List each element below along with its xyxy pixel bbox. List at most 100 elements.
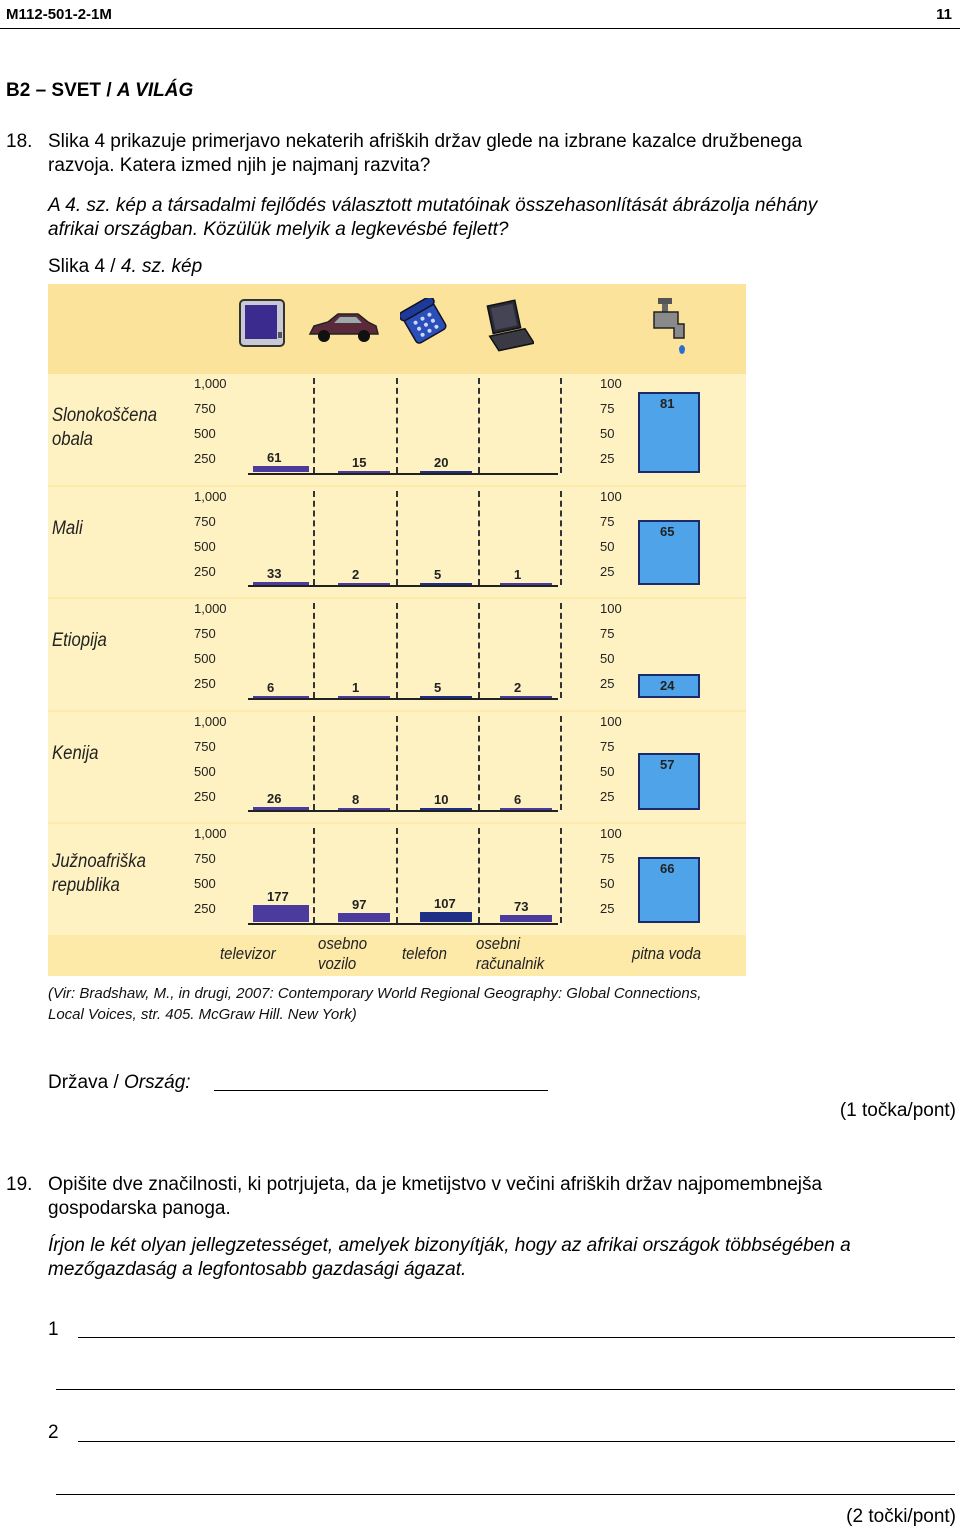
left-axis-tick: 1,000 xyxy=(194,601,227,616)
q18-sl-line2: razvoja. Katera izmed njih je najmanj ra… xyxy=(48,155,431,176)
bar-water xyxy=(638,391,700,473)
column-separator xyxy=(560,715,562,810)
bar-value-label: 177 xyxy=(267,888,289,904)
left-axis-tick: 750 xyxy=(194,401,216,416)
answer-field-2b[interactable] xyxy=(56,1494,955,1495)
bar-3 xyxy=(500,583,552,585)
left-axis-tick: 1,000 xyxy=(194,376,227,391)
bar-value-label: 107 xyxy=(434,895,456,911)
bar-value-label-water: 66 xyxy=(660,860,675,876)
bar-0 xyxy=(253,904,309,923)
bar-water xyxy=(638,673,700,698)
q19-sl-line1: Opišite dve značilnosti, ki potrjujeta, … xyxy=(48,1174,823,1195)
q19-hu-line1: Írjon le két olyan jellegzetességet, ame… xyxy=(48,1235,851,1256)
column-separator xyxy=(313,828,315,923)
column-separator xyxy=(396,378,398,473)
column-separator xyxy=(396,715,398,810)
baseline xyxy=(248,472,558,475)
right-axis-tick: 100 xyxy=(600,826,622,841)
right-axis-tick: 50 xyxy=(600,763,615,779)
left-axis-tick: 250 xyxy=(194,901,216,916)
answer-field-1b[interactable] xyxy=(56,1389,955,1390)
figure-caption-sl: Slika 4 / xyxy=(48,256,116,277)
q19-sl-line2: gospodarska panoga. xyxy=(48,1198,231,1219)
answer-field-1a[interactable] xyxy=(78,1337,955,1338)
bar-value-label: 2 xyxy=(514,679,522,695)
bar-2 xyxy=(420,911,472,923)
figure-caption: Slika 4 / 4. sz. kép xyxy=(48,255,202,279)
column-separator xyxy=(560,828,562,923)
bar-value-label: 61 xyxy=(267,450,282,466)
column-separator xyxy=(313,490,315,585)
right-axis-tick: 50 xyxy=(600,876,615,891)
bar-value-label: 73 xyxy=(514,899,529,915)
figure-source-line1: (Vir: Bradshaw, M., in drugi, 2007: Cont… xyxy=(48,985,702,1002)
bar-value-label: 97 xyxy=(352,896,367,912)
column-separator xyxy=(478,828,480,923)
right-axis-tick: 25 xyxy=(600,451,615,466)
bar-1 xyxy=(338,912,390,923)
bar-1 xyxy=(338,695,390,698)
car-icon xyxy=(308,313,379,342)
answer-field-2a[interactable] xyxy=(78,1441,955,1442)
bar-value-label: 5 xyxy=(434,567,442,582)
column-separator xyxy=(478,603,480,698)
q18-hu-line1: A 4. sz. kép a társadalmi fejlődés válas… xyxy=(48,195,818,216)
right-axis-tick: 25 xyxy=(600,788,615,804)
right-axis-tick: 100 xyxy=(600,601,622,616)
bar-value-label: 6 xyxy=(514,792,522,807)
column-separator xyxy=(396,603,398,698)
category-label-phone: telefon xyxy=(402,944,447,963)
bar-value-label: 1 xyxy=(352,679,360,695)
column-separator xyxy=(313,378,315,473)
bar-water xyxy=(638,856,700,923)
bar-value-label: 10 xyxy=(434,792,449,807)
column-separator xyxy=(313,715,315,810)
answer-field-country[interactable] xyxy=(214,1090,548,1091)
question-19-number: 19. xyxy=(6,1174,33,1195)
bar-value-label-water: 24 xyxy=(660,677,675,693)
bar-value-label: 26 xyxy=(267,791,282,807)
right-axis-tick: 75 xyxy=(600,626,615,641)
bar-value-label: 1 xyxy=(514,567,522,582)
question-18-number: 18. xyxy=(6,131,33,152)
baseline xyxy=(248,697,558,700)
telephone-icon xyxy=(400,298,447,344)
left-axis-tick: 500 xyxy=(194,538,216,554)
tv-icon xyxy=(239,299,285,347)
bar-3 xyxy=(500,695,552,698)
left-axis-tick: 250 xyxy=(194,563,216,579)
right-axis-tick: 50 xyxy=(600,426,615,441)
country-name: Etiopija xyxy=(52,630,107,651)
column-separator xyxy=(560,378,562,473)
bar-2 xyxy=(420,808,472,810)
left-axis-tick: 500 xyxy=(194,426,216,441)
right-axis-tick: 25 xyxy=(600,563,615,579)
left-axis-tick: 750 xyxy=(194,738,216,754)
bar-value-label: 33 xyxy=(267,565,282,581)
bar-water xyxy=(638,520,700,585)
baseline xyxy=(248,585,558,587)
left-axis-tick: 750 xyxy=(194,626,216,641)
category-label-computer: osebni računalnik xyxy=(476,934,545,973)
question-18-text-sl: Slika 4 prikazuje primerjavo nekaterih a… xyxy=(48,130,928,178)
country-name: Slonokoščena obala xyxy=(52,405,158,450)
column-separator xyxy=(478,715,480,810)
answer-label-sl: Država / xyxy=(48,1072,119,1093)
country-panel: Južnoafriška republika 1,000 100 750 75 500 50… xyxy=(48,824,746,935)
points-q19: (2 točki/pont) xyxy=(846,1506,956,1527)
icon-strip xyxy=(48,284,746,374)
left-axis-tick: 1,000 xyxy=(194,713,227,729)
figure-source: (Vir: Bradshaw, M., in drugi, 2007: Cont… xyxy=(48,983,948,1025)
laptop-icon xyxy=(486,299,534,352)
figure-source-line2: Local Voices, str. 405. McGraw Hill. New… xyxy=(48,1006,357,1023)
right-axis-tick: 50 xyxy=(600,538,615,554)
country-name: Kenija xyxy=(52,742,99,764)
bar-2 xyxy=(420,695,472,698)
country-panel: Slonokoščena obala 1,000 100 750 75 500 50 250 2… xyxy=(48,374,746,485)
question-19-text-hu: Írjon le két olyan jellegzetességet, ame… xyxy=(48,1234,953,1282)
country-name: Mali xyxy=(52,517,83,539)
right-axis-tick: 75 xyxy=(600,738,615,754)
water-tap-icon xyxy=(653,298,685,354)
left-axis-tick: 500 xyxy=(194,876,216,891)
